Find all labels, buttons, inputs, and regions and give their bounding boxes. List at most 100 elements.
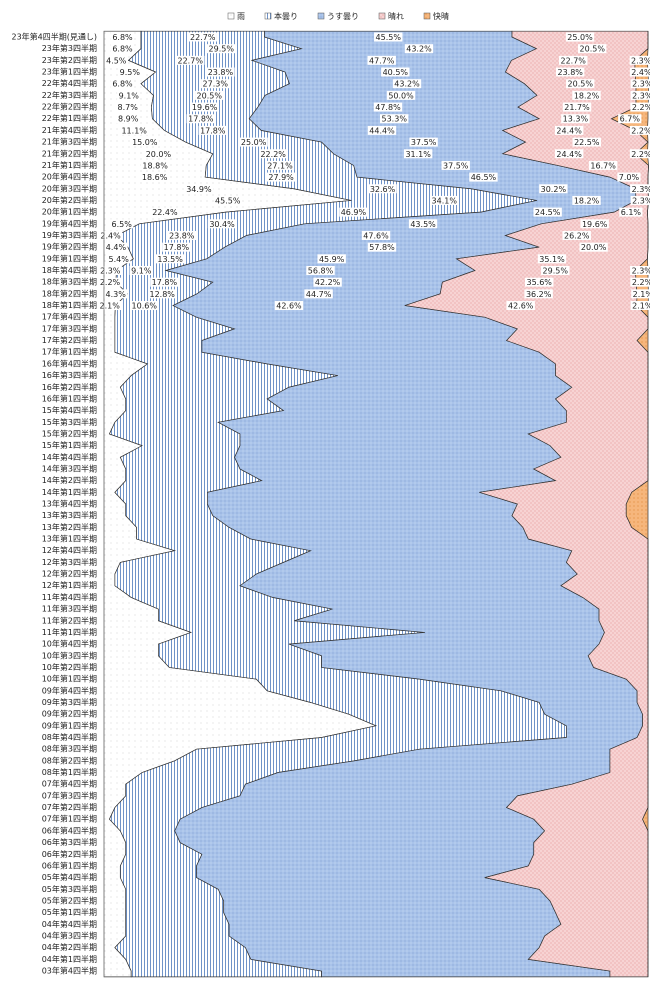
label-bg [572,195,601,205]
data-label: 45.9% [319,255,345,264]
data-label: 6.8% [112,80,133,89]
y-tick-label: 09年第1四半期 [42,720,97,730]
legend-swatch [378,12,386,20]
data-label: 30.4% [209,220,235,229]
y-tick-label: 17年第1四半期 [42,347,97,357]
data-label: 37.5% [411,138,437,147]
y-tick-label: 15年第2四半期 [42,428,97,438]
label-bg [367,125,397,135]
data-label: 45.5% [215,196,241,205]
data-label: 42.6% [276,302,302,311]
data-label: 26.2% [564,231,590,240]
y-tick-label: 20年第2四半期 [42,195,97,205]
label-bg [572,137,602,147]
y-tick-label: 08年第3四半期 [42,744,97,754]
y-tick-label: 22年第4四半期 [42,78,97,88]
data-label: 29.5% [543,267,569,276]
data-label: 2.4% [100,231,121,240]
label-bg [629,149,650,159]
y-tick-label: 04年第2四半期 [42,942,97,952]
label-bg [239,137,268,147]
y-tick-label: 20年第1四半期 [42,207,97,217]
data-label: 40.5% [383,68,409,77]
data-label: 22.2% [260,150,286,159]
data-label: 2.4% [631,68,650,77]
label-bg [186,114,216,124]
label-bg [617,172,641,182]
y-tick-label: 05年第2四半期 [42,895,97,905]
data-label: 21.7% [564,103,590,112]
label-bg [618,114,642,124]
data-label: 32.6% [370,185,396,194]
data-label: 6.8% [112,33,133,42]
data-label: 43.5% [410,220,436,229]
data-label: 16.7% [590,161,616,170]
data-label: 35.1% [539,255,565,264]
label-bg [110,79,135,89]
label-bg [98,230,123,240]
label-bg [167,230,197,240]
label-bg [195,90,224,100]
label-bg [150,277,179,287]
y-tick-label: 08年第1四半期 [42,767,97,777]
label-bg [374,32,403,42]
label-bg [144,149,173,159]
label-bg [562,230,591,240]
data-label: 2.3% [632,267,650,276]
label-bg [266,172,296,182]
label-bg [629,55,650,65]
data-label: 2.3% [631,56,650,65]
label-bg [98,301,122,311]
legend-label: 本曇り [274,11,298,21]
y-tick-label: 16年第1四半期 [42,393,97,403]
legend-swatch [227,12,235,20]
y-tick-label: 18年第4四半期 [42,265,97,275]
data-label: 5.4% [109,255,130,264]
label-bg [110,44,135,54]
data-label: 23.8% [169,231,195,240]
data-label: 27.1% [267,161,293,170]
label-bg [130,301,159,311]
label-bg [562,102,592,112]
data-label: 2.2% [100,278,121,287]
label-bg [566,79,595,89]
y-tick-label: 07年第3四半期 [42,790,97,800]
data-label: 29.5% [209,45,235,54]
label-bg [579,242,608,252]
label-bg [117,90,141,100]
label-bg [506,301,535,311]
data-label: 19.6% [192,103,218,112]
label-bg [119,125,149,135]
data-label: 2.3% [632,196,650,205]
y-tick-label: 09年第4四半期 [42,685,97,695]
data-label: 4.3% [106,290,127,299]
data-label: 22.5% [574,138,600,147]
data-label: 17.8% [152,278,178,287]
label-bg [265,160,295,170]
label-bg [409,137,438,147]
y-tick-label: 13年第3四半期 [42,510,97,520]
label-bg [130,137,160,147]
label-bg [129,266,153,275]
data-label: 2.2% [631,126,650,135]
y-tick-label: 22年第1四半期 [42,113,97,123]
data-label: 6.7% [620,115,641,124]
y-tick-label: 10年第2四半期 [42,662,97,672]
label-bg [116,114,140,124]
data-label: 2.3% [632,91,650,100]
data-label: 24.4% [556,126,582,135]
data-label: 24.5% [535,208,561,217]
data-label: 47.6% [363,231,389,240]
data-label: 56.8% [308,267,334,276]
data-label: 20.5% [580,45,606,54]
y-tick-label: 16年第2四半期 [42,382,97,392]
label-bg [207,219,237,229]
data-label: 20.5% [568,80,594,89]
legend-swatch [423,12,431,20]
label-bg [188,32,217,42]
data-label: 2.2% [632,103,650,112]
data-label: 9.1% [119,91,140,100]
y-tick-label: 23年第2四半期 [42,55,97,65]
label-bg [430,195,459,205]
y-tick-label: 10年第4四半期 [42,639,97,649]
